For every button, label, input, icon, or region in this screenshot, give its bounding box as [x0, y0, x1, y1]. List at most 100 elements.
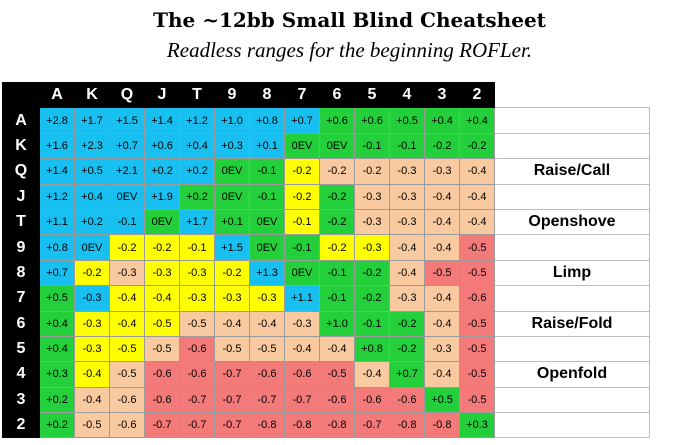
hand-cell-QT: +0.2 [179, 158, 215, 185]
hand-cell-23: -0.8 [424, 412, 460, 439]
hand-cell-48: -0.6 [249, 361, 285, 388]
hand-cell-J7: -0.2 [284, 183, 320, 210]
hand-cell-58: -0.5 [249, 335, 285, 363]
hand-cell-79: -0.3 [214, 285, 250, 312]
grid-row-7: 7 +0.5 -0.3 -0.4 -0.4 -0.3 -0.3 -0.3 +1.1 -0.1 -0.… [2, 285, 650, 312]
hand-cell-39: -0.7 [214, 386, 250, 414]
hand-cell-4K: -0.4 [74, 361, 110, 388]
hand-cell-6J: -0.5 [144, 310, 180, 337]
grid-row-K: K +1.6 +2.3 +0.7 +0.6 +0.4 +0.3 +0.1 0EV 0EV -0.1-… [2, 132, 650, 160]
hand-cell-46: -0.5 [319, 361, 355, 388]
hand-cell-KQ: +0.7 [109, 132, 145, 160]
hand-cell-77: +1.1 [284, 285, 320, 312]
hand-cell-J4: -0.3 [389, 183, 425, 210]
legend-limp: Limp [494, 259, 650, 287]
hand-cell-8K: -0.2 [74, 259, 110, 287]
hand-cell-JA: +1.2 [39, 183, 75, 210]
hand-cell-67: -0.3 [284, 310, 320, 337]
hand-cell-76: -0.1 [319, 285, 355, 312]
hand-cell-TA: +1.1 [39, 208, 75, 236]
hand-cell-QA: +1.4 [39, 158, 75, 185]
hand-cell-TT: +1.7 [179, 208, 215, 236]
hand-cell-Q9: 0EV [214, 158, 250, 185]
hand-cell-28: -0.8 [249, 412, 285, 439]
row-header-4: 4 [2, 361, 40, 388]
hand-cell-84: -0.4 [389, 259, 425, 287]
hand-cell-8T: -0.3 [179, 259, 215, 287]
hand-cell-Q2: -0.4 [459, 158, 495, 185]
hand-cell-26: -0.8 [319, 412, 355, 439]
hand-cell-56: -0.4 [319, 335, 355, 363]
hand-cell-4Q: -0.5 [109, 361, 145, 388]
grid-row-2: 2 +0.2 -0.5 -0.6 -0.7 -0.7 -0.7 -0.8 -0.8 -0.8 -0.… [2, 412, 650, 439]
ev-grid: A K Q J T 9 8 7 6 5 4 3 2 A +2.8 +1.7 +1.5 +1.4 +1.2 +1.0 +0… [2, 81, 650, 439]
hand-cell-T3: -0.4 [424, 208, 460, 236]
hand-cell-2Q: -0.6 [109, 412, 145, 439]
hand-cell-99: +1.5 [214, 234, 250, 261]
hand-cell-T2: -0.4 [459, 208, 495, 236]
hand-cell-85: -0.2 [354, 259, 390, 287]
hand-cell-QK: +0.5 [74, 158, 110, 185]
hand-cell-T4: -0.3 [389, 208, 425, 236]
hand-cell-62: -0.5 [459, 310, 495, 337]
row-header-T: T [2, 208, 40, 236]
grid-corner [2, 81, 40, 109]
hand-cell-A3: +0.4 [424, 107, 460, 134]
legend-spacer [494, 412, 650, 439]
hand-cell-95: -0.3 [354, 234, 390, 261]
hand-cell-K5: -0.1 [354, 132, 390, 160]
hand-cell-K3: -0.2 [424, 132, 460, 160]
legend-spacer [494, 335, 650, 363]
hand-cell-98: 0EV [249, 234, 285, 261]
hand-cell-K8: +0.1 [249, 132, 285, 160]
hand-cell-K4: -0.1 [389, 132, 425, 160]
hand-cell-87: 0EV [284, 259, 320, 287]
hand-cell-TK: +0.2 [74, 208, 110, 236]
row-header-2: 2 [2, 412, 40, 439]
page-title: The ~12bb Small Blind Cheatsheet [153, 8, 546, 32]
row-header-J: J [2, 183, 40, 210]
hand-cell-3A: +0.2 [39, 386, 75, 414]
column-header-A: A [39, 81, 75, 109]
hand-cell-93: -0.4 [424, 234, 460, 261]
hand-cell-6K: -0.3 [74, 310, 110, 337]
grid-row-4: 4 +0.3 -0.4 -0.5 -0.6 -0.6 -0.7 -0.6 -0.6 -0.5 -0.… [2, 361, 650, 388]
column-header-K: K [74, 81, 110, 109]
hand-cell-52: -0.5 [459, 335, 495, 363]
hand-cell-Q5: -0.2 [354, 158, 390, 185]
hand-cell-82: -0.5 [459, 259, 495, 287]
hand-cell-K6: 0EV [319, 132, 355, 160]
grid-row-6: 6 +0.4 -0.3 -0.4 -0.5 -0.5 -0.4 -0.4 -0.3 +1.0 -0.… [2, 310, 650, 337]
hand-cell-Q7: -0.2 [284, 158, 320, 185]
hand-cell-J5: -0.3 [354, 183, 390, 210]
hand-cell-4A: +0.3 [39, 361, 75, 388]
page-subtitle: Readless ranges for the beginning ROFLer… [166, 38, 533, 62]
hand-cell-KA: +1.6 [39, 132, 75, 160]
hand-cell-24: -0.8 [389, 412, 425, 439]
column-header-3: 3 [424, 81, 460, 109]
hand-cell-A8: +0.8 [249, 107, 285, 134]
row-header-3: 3 [2, 386, 40, 414]
hand-cell-5J: -0.5 [144, 335, 180, 363]
hand-cell-A5: +0.6 [354, 107, 390, 134]
hand-cell-8J: -0.3 [144, 259, 180, 287]
hand-cell-A4: +0.5 [389, 107, 425, 134]
hand-cell-JQ: 0EV [109, 183, 145, 210]
legend-openshove: Openshove [494, 208, 650, 236]
hand-cell-2T: -0.7 [179, 412, 215, 439]
hand-cell-9A: +0.8 [39, 234, 75, 261]
hand-cell-5A: +0.4 [39, 335, 75, 363]
hand-cell-K9: +0.3 [214, 132, 250, 160]
row-header-9: 9 [2, 234, 40, 261]
row-header-A: A [2, 107, 40, 134]
hand-cell-6A: +0.4 [39, 310, 75, 337]
hand-cell-97: -0.1 [284, 234, 320, 261]
hand-cell-86: -0.1 [319, 259, 355, 287]
legend-raise-fold: Raise/Fold [494, 310, 650, 337]
hand-cell-5K: -0.3 [74, 335, 110, 363]
grid-row-9: 9 +0.8 0EV -0.2 -0.2 -0.1 +1.5 0EV -0.1 -0.2 -0.3-… [2, 234, 650, 261]
grid-row-A: A +2.8 +1.7 +1.5 +1.4 +1.2 +1.0 +0.8 +0.7 +0.6 +0.… [2, 107, 650, 134]
hand-cell-7Q: -0.4 [109, 285, 145, 312]
hand-cell-9T: -0.1 [179, 234, 215, 261]
column-header-8: 8 [249, 81, 285, 109]
